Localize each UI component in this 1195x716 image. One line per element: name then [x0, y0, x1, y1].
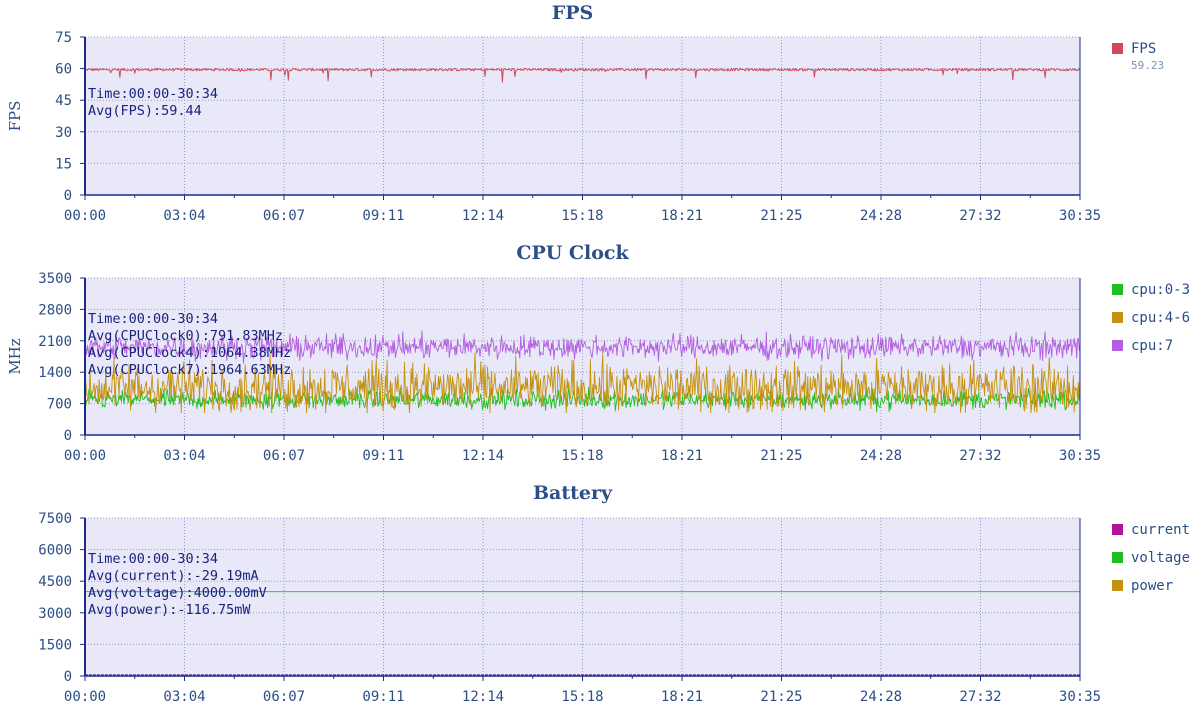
x-tick-label: 12:14	[462, 208, 504, 224]
y-tick-label: 700	[47, 397, 72, 413]
annotation-text: Time:00:00-30:34	[88, 311, 218, 327]
annotation-text: Avg(CPUClock0):791.83MHz	[88, 328, 283, 344]
y-tick-label: 6000	[38, 543, 72, 559]
y-tick-label: 3000	[38, 606, 72, 622]
x-tick-label: 30:35	[1059, 208, 1101, 224]
x-tick-label: 27:32	[959, 448, 1001, 464]
x-tick-label: 09:11	[362, 689, 404, 705]
legend-swatch	[1112, 552, 1123, 563]
x-tick-label: 00:00	[64, 208, 106, 224]
y-tick-label: 45	[55, 93, 72, 109]
y-tick-label: 0	[64, 669, 72, 685]
x-tick-label: 27:32	[959, 689, 1001, 705]
x-tick-label: 15:18	[561, 689, 603, 705]
annotation-text: Avg(current):-29.19mA	[88, 568, 259, 584]
y-tick-label: 2800	[38, 302, 72, 318]
legend-swatch	[1112, 524, 1123, 535]
legend-label: cpu:4-6	[1131, 310, 1190, 326]
x-tick-label: 09:11	[362, 448, 404, 464]
x-tick-label: 06:07	[263, 208, 305, 224]
y-tick-label: 30	[55, 125, 72, 141]
x-tick-label: 21:25	[760, 208, 802, 224]
x-tick-label: 12:14	[462, 448, 504, 464]
y-tick-label: 0	[64, 428, 72, 444]
x-tick-label: 24:28	[860, 689, 902, 705]
legend-swatch	[1112, 340, 1123, 351]
x-tick-label: 12:14	[462, 689, 504, 705]
y-axis-label: FPS	[6, 101, 24, 132]
series-line-cpu-7	[84, 330, 1081, 364]
y-tick-label: 0	[64, 188, 72, 204]
x-tick-label: 21:25	[760, 448, 802, 464]
annotation-text: Time:00:00-30:34	[88, 86, 218, 102]
annotation-text: Avg(CPUClock4):1064.38MHz	[88, 345, 291, 361]
x-tick-label: 06:07	[263, 689, 305, 705]
annotation-text: Avg(voltage):4000.00mV	[88, 585, 267, 601]
x-tick-label: 06:07	[263, 448, 305, 464]
x-tick-label: 03:04	[163, 448, 205, 464]
x-tick-label: 15:18	[561, 448, 603, 464]
annotation-text: Avg(power):-116.75mW	[88, 602, 251, 618]
x-tick-label: 18:21	[661, 208, 703, 224]
chart-fps: FPS FPS 0 15 30 45 60 75 00:00 03:04 06:07 09:11 12:…	[6, 2, 1164, 224]
annotation-text: Avg(CPUClock7):1964.63MHz	[88, 362, 291, 378]
x-tick-label: 00:00	[64, 448, 106, 464]
x-tick-label: 15:18	[561, 208, 603, 224]
legend-label: voltage	[1131, 550, 1190, 566]
annotation-text: Avg(FPS):59.44	[88, 103, 202, 119]
legend-label: FPS	[1131, 41, 1156, 57]
y-tick-label: 4500	[38, 574, 72, 590]
x-tick-label: 03:04	[163, 208, 205, 224]
x-tick-label: 21:25	[760, 689, 802, 705]
x-tick-label: 00:00	[64, 689, 106, 705]
legend-swatch	[1112, 284, 1123, 295]
legend-value: 59.23	[1131, 59, 1164, 72]
y-axis-label: MHz	[6, 338, 24, 374]
x-tick-label: 24:28	[860, 208, 902, 224]
chart-title: Battery	[533, 482, 613, 504]
x-tick-label: 09:11	[362, 208, 404, 224]
y-tick-label: 3500	[38, 271, 72, 287]
chart-battery: Battery 0 1500 3000 4500 6000 7500 00:00 03:04 06…	[38, 482, 1190, 705]
y-tick-label: 1400	[38, 365, 72, 381]
annotation-text: Time:00:00-30:34	[88, 551, 218, 567]
chart-title: FPS	[552, 2, 594, 24]
chart-cpu-clock: CPU Clock MHz 0 700 1400 2100 2800 3500 00:00 03:…	[6, 242, 1190, 464]
chart-title: CPU Clock	[516, 242, 629, 264]
x-tick-label: 03:04	[163, 689, 205, 705]
series-line-FPS	[85, 67, 1081, 83]
x-tick-label: 30:35	[1059, 689, 1101, 705]
x-tick-label: 24:28	[860, 448, 902, 464]
x-tick-label: 30:35	[1059, 448, 1101, 464]
legend-label: cpu:7	[1131, 338, 1173, 354]
legend-label: current	[1131, 522, 1190, 538]
legend-swatch	[1112, 580, 1123, 591]
legend-label: cpu:0-3	[1131, 282, 1190, 298]
legend-label: power	[1131, 578, 1173, 594]
y-tick-label: 1500	[38, 637, 72, 653]
y-tick-label: 2100	[38, 334, 72, 350]
x-tick-label: 18:21	[661, 689, 703, 705]
y-tick-label: 75	[55, 30, 72, 46]
x-tick-label: 18:21	[661, 448, 703, 464]
y-tick-label: 60	[55, 62, 72, 78]
x-tick-label: 27:32	[959, 208, 1001, 224]
y-tick-label: 7500	[38, 511, 72, 527]
y-tick-label: 15	[55, 156, 72, 172]
legend-swatch	[1112, 312, 1123, 323]
series-line-cpu-4-6	[84, 352, 1081, 414]
legend-swatch	[1112, 43, 1123, 54]
